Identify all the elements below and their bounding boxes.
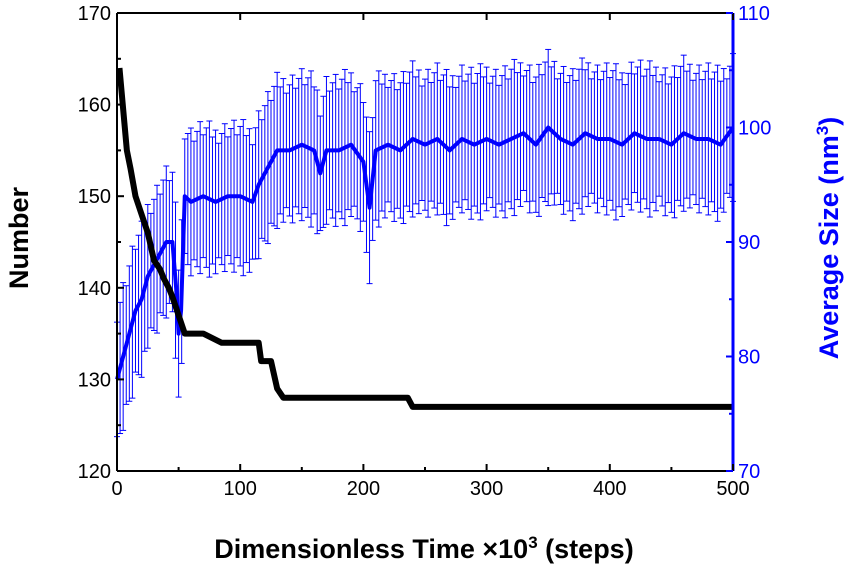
x-tick-label: 300 bbox=[470, 478, 503, 500]
y-left-tick-label: 170 bbox=[78, 3, 111, 25]
size-error-bars bbox=[114, 48, 736, 438]
y-right-tick-label: 100 bbox=[738, 118, 771, 140]
y-right-tick-label: 110 bbox=[738, 3, 770, 25]
x-tick-label: 500 bbox=[716, 478, 749, 500]
y-left-tick-label: 120 bbox=[78, 461, 111, 483]
y-left-tick-label: 150 bbox=[78, 186, 111, 208]
axes: 0 100 200 300 400 500 120 130 140 150 160 170 70 80 90… bbox=[78, 3, 772, 500]
y-left-tick-label: 140 bbox=[78, 278, 111, 300]
y-left-tick-label: 160 bbox=[78, 95, 111, 117]
x-tick-label: 100 bbox=[224, 478, 257, 500]
y-right-tick-label: 90 bbox=[738, 232, 760, 254]
number-series-line bbox=[116, 67, 733, 410]
y-right-axis-title: Average Size (nm3) bbox=[813, 117, 844, 360]
y-right-tick-label: 80 bbox=[738, 347, 760, 369]
x-axis-title: Dimensionless Time ×103 (steps) bbox=[214, 533, 633, 564]
x-tick-label: 400 bbox=[593, 478, 626, 500]
x-tick-label: 200 bbox=[347, 478, 380, 500]
y-right-tick-label: 70 bbox=[738, 461, 760, 483]
plot-area bbox=[114, 48, 736, 438]
y-left-axis-title: Number bbox=[4, 187, 34, 290]
x-tick-label: 0 bbox=[111, 478, 122, 500]
y-left-tick-label: 130 bbox=[78, 369, 111, 391]
